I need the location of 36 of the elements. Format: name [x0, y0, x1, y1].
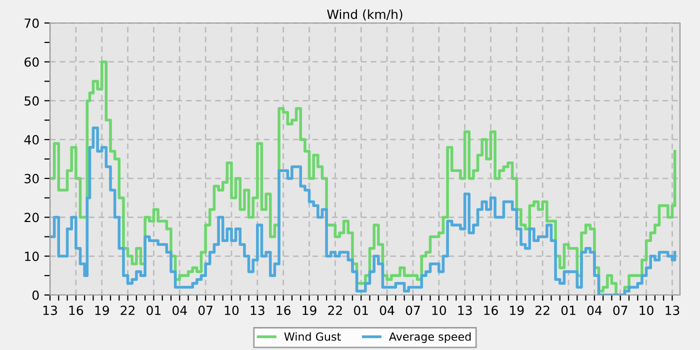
y-tick-label: 50 [24, 96, 39, 106]
x-tick-label: 01 [354, 306, 368, 316]
y-tick-label: 10 [25, 252, 39, 262]
y-tick-label: 30 [24, 174, 39, 184]
x-tick-label: 01 [146, 306, 160, 316]
y-tick-label: 70 [24, 18, 39, 28]
chart-title: Wind (km/h) [327, 9, 402, 20]
x-tick-label: 04 [587, 306, 602, 316]
y-tick-label: 40 [24, 135, 39, 144]
x-tick-label: 07 [613, 306, 628, 316]
x-tick-label: 22 [120, 306, 134, 315]
x-tick-label: 16 [276, 306, 290, 316]
y-tick-label: 20 [24, 212, 39, 222]
x-tick-label: 16 [69, 306, 84, 316]
x-tick-label: 19 [302, 306, 316, 316]
legend-label: Wind Gust [284, 332, 341, 341]
y-tick-label: 0 [32, 290, 39, 300]
y-tick-label: 60 [24, 57, 39, 67]
x-tick-label: 13 [666, 306, 680, 316]
x-tick-label: 19 [95, 306, 109, 316]
x-tick-label: 04 [380, 306, 394, 316]
x-tick-label: 10 [432, 306, 446, 316]
x-tick-label: 22 [328, 306, 342, 315]
x-tick-label: 13 [250, 306, 264, 316]
x-tick-label: 13 [458, 306, 472, 316]
x-tick-label: 13 [43, 306, 57, 316]
x-tick-label: 10 [640, 306, 654, 316]
x-tick-label: 07 [406, 306, 420, 316]
x-tick-label: 19 [510, 306, 524, 316]
x-tick-label: 22 [536, 306, 550, 315]
legend-label: Average speed [389, 332, 471, 343]
x-tick-label: 16 [484, 306, 498, 316]
x-tick-label: 07 [198, 306, 212, 316]
x-tick-label: 04 [172, 306, 187, 316]
x-tick-label: 01 [561, 306, 576, 316]
x-tick-label: 10 [224, 306, 239, 316]
